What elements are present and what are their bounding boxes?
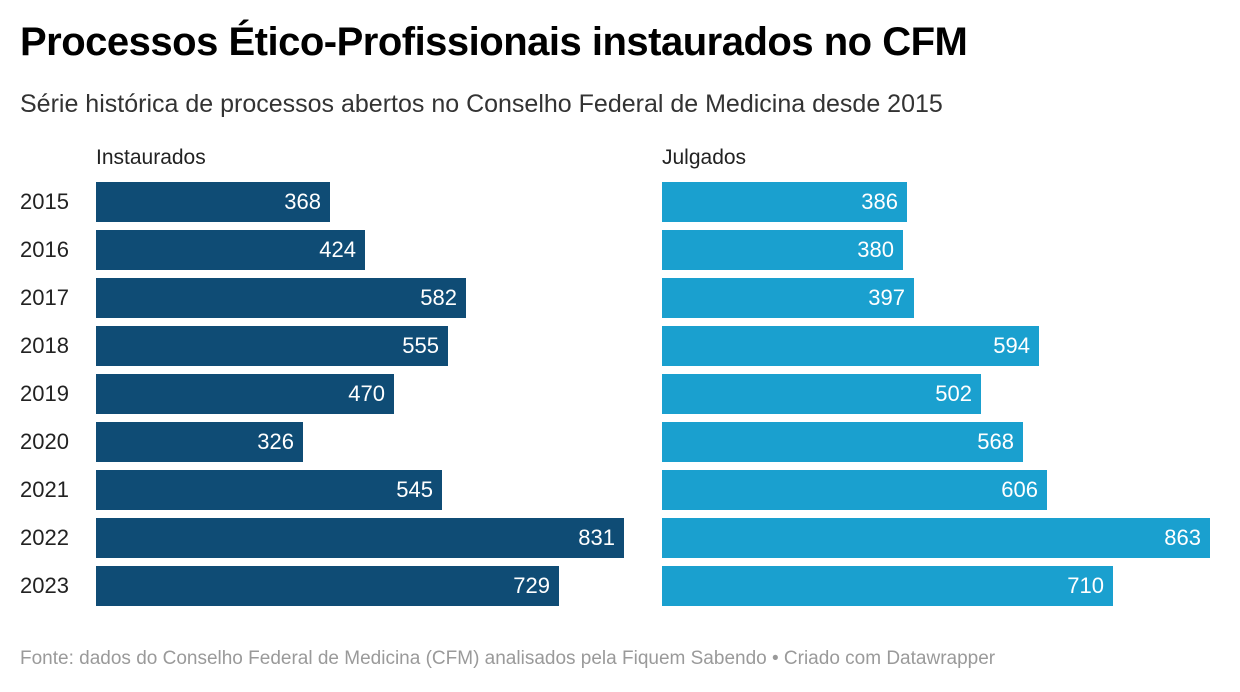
bar-instaurados xyxy=(96,422,303,462)
bar-value-label: 380 xyxy=(857,237,894,262)
bar-value-label: 397 xyxy=(868,285,905,310)
bar-julgados xyxy=(662,470,1047,510)
bar-value-label: 831 xyxy=(578,525,615,550)
year-label: 2022 xyxy=(20,525,69,550)
series-label-instaurados: Instaurados xyxy=(96,146,206,169)
chart-subtitle: Série histórica de processos abertos no … xyxy=(20,90,943,118)
bar-value-label: 555 xyxy=(402,333,439,358)
bar-instaurados xyxy=(96,326,448,366)
bar-value-label: 502 xyxy=(935,381,972,406)
year-label: 2018 xyxy=(20,333,69,358)
series-label-julgados: Julgados xyxy=(662,146,747,169)
source-footer: Fonte: dados do Conselho Federal de Medi… xyxy=(20,648,996,669)
bar-instaurados xyxy=(96,374,394,414)
bar-value-label: 729 xyxy=(513,573,550,598)
bar-value-label: 326 xyxy=(257,429,294,454)
chart-title: Processos Ético-Profissionais instaurado… xyxy=(20,20,968,64)
year-label: 2021 xyxy=(20,477,69,502)
year-label: 2015 xyxy=(20,189,69,214)
bar-value-label: 568 xyxy=(977,429,1014,454)
bar-instaurados xyxy=(96,566,559,606)
bar-julgados xyxy=(662,182,907,222)
bar-value-label: 470 xyxy=(348,381,385,406)
year-label: 2017 xyxy=(20,285,69,310)
bar-instaurados xyxy=(96,470,442,510)
bar-instaurados xyxy=(96,182,330,222)
year-label: 2023 xyxy=(20,573,69,598)
bar-instaurados xyxy=(96,518,624,558)
bar-julgados xyxy=(662,374,981,414)
year-label: 2020 xyxy=(20,429,69,454)
bar-value-label: 710 xyxy=(1067,573,1104,598)
bar-value-label: 606 xyxy=(1001,477,1038,502)
bar-julgados xyxy=(662,326,1039,366)
bar-instaurados xyxy=(96,278,466,318)
bar-value-label: 368 xyxy=(284,189,321,214)
bar-value-label: 594 xyxy=(993,333,1030,358)
bar-instaurados xyxy=(96,230,365,270)
bar-julgados xyxy=(662,230,903,270)
year-label: 2019 xyxy=(20,381,69,406)
bar-value-label: 582 xyxy=(420,285,457,310)
bar-julgados xyxy=(662,422,1023,462)
year-label: 2016 xyxy=(20,237,69,262)
bar-value-label: 386 xyxy=(861,189,898,214)
bar-value-label: 424 xyxy=(319,237,356,262)
bar-julgados xyxy=(662,278,914,318)
bar-value-label: 545 xyxy=(396,477,433,502)
bar-value-label: 863 xyxy=(1164,525,1201,550)
bar-julgados xyxy=(662,566,1113,606)
bar-julgados xyxy=(662,518,1210,558)
